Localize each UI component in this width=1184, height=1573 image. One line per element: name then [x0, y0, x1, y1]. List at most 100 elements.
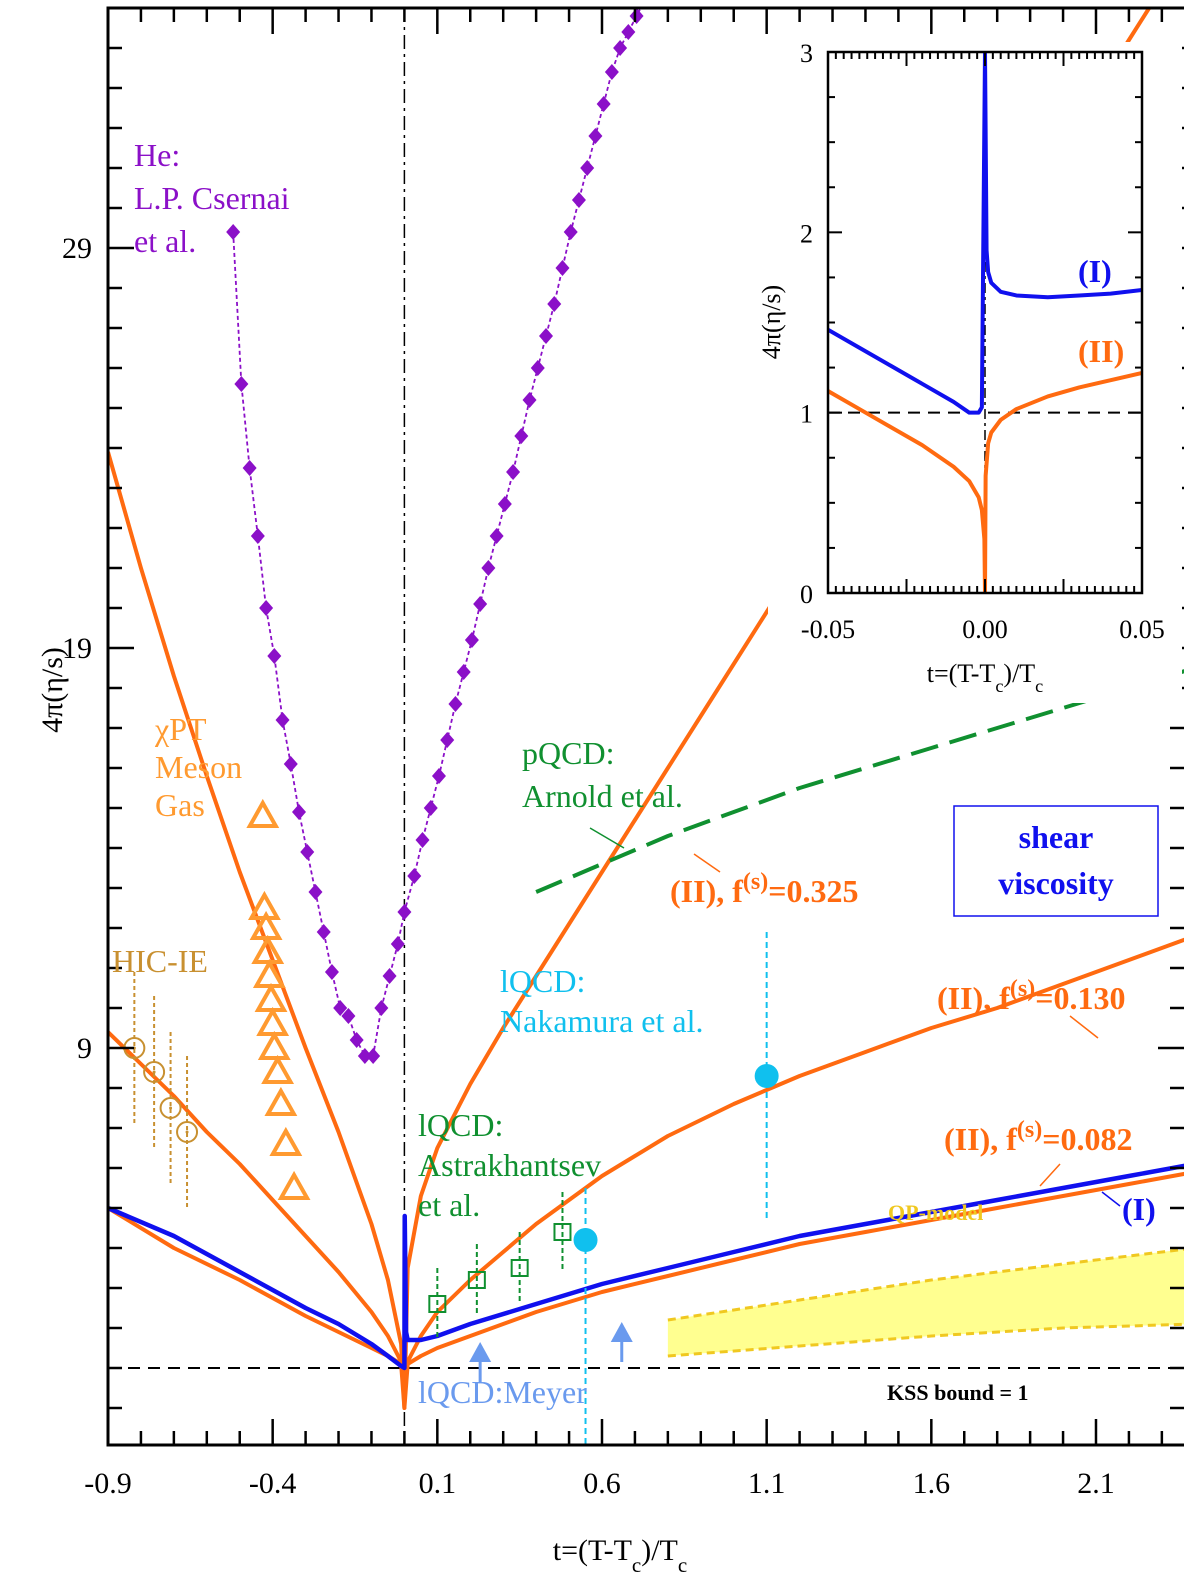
he-diamond-marker: [522, 392, 537, 408]
box-label-1: viscosity: [998, 865, 1114, 901]
he-diamond-marker: [464, 632, 479, 648]
he-diamond-marker: [530, 360, 545, 376]
astra-square-marker: [467, 1271, 486, 1289]
pqcd-label-0: pQCD:: [522, 735, 614, 771]
astra-label-1: Astrakhantsev: [418, 1147, 601, 1183]
he-diamond-marker: [629, 8, 644, 24]
meson-triangle-marker: [254, 982, 288, 1012]
y-axis-label: 4π(η/s): [36, 647, 69, 733]
he-diamond-marker: [234, 376, 249, 392]
pqcd-pointer: [589, 827, 625, 849]
meson-label-0: χPT: [154, 711, 207, 747]
f0130-label: (II), f(s)=0.130: [937, 976, 1125, 1016]
he-diamond-marker: [283, 756, 298, 772]
meyer-arrow-head: [469, 1342, 492, 1362]
he-diamond-marker: [481, 560, 496, 576]
box-label-0: shear: [1019, 819, 1094, 855]
nakamura-circle-marker: [754, 1064, 779, 1088]
y-tick-label: 29: [62, 232, 92, 265]
he-diamond-marker: [407, 868, 422, 884]
hic-circle-dot: [152, 1070, 156, 1074]
meson-label-1: Meson: [155, 749, 242, 785]
he-diamond-marker: [242, 460, 257, 476]
he-diamond-marker: [596, 96, 611, 112]
main-plot: -0.9 -0.4 0.1 0.6 1.1 1.6 2.1 9 19 29 t=(T-Tc)/Tc 4…: [36, 6, 1184, 1573]
inset-y-axis-label: 4π(η/s): [757, 285, 786, 359]
curve-I-label: (I): [1122, 1191, 1156, 1227]
f0325-pointer: [693, 853, 721, 873]
x-axis-label: t=(T-Tc)/Tc: [553, 1534, 687, 1573]
inset-y-tick-label: 0: [800, 580, 813, 609]
inset-curve-II: [828, 371, 1142, 593]
he-diamond-marker: [300, 844, 315, 860]
he-diamond-marker: [366, 1048, 381, 1064]
he-diamond-marker: [357, 1048, 372, 1064]
inset-background: [768, 42, 1182, 703]
meson-triangle-marker: [257, 1030, 291, 1060]
meyer-label: lQCD:Meyer: [418, 1374, 587, 1410]
he-diamond-marker: [267, 648, 282, 664]
he-diamond-marker: [374, 1000, 389, 1016]
astra-square-marker: [553, 1223, 572, 1241]
he-diamond-marker: [448, 696, 463, 712]
he-diamond-marker: [580, 160, 595, 176]
he-diamond-marker: [423, 800, 438, 816]
he-diamond-marker: [563, 224, 578, 240]
shear-viscosity-box: [953, 805, 1159, 917]
inset-x-tick-label: 0.00: [962, 615, 1008, 644]
f0082-pointer: [1039, 1163, 1061, 1187]
he-diamond-marker: [571, 192, 586, 208]
inset-y-tick-label: 1: [800, 400, 813, 429]
qp-model-band: [667, 1249, 1184, 1356]
he-diamond-marker: [489, 528, 504, 544]
he-diamond-marker: [621, 24, 636, 40]
he-diamond-marker: [456, 664, 471, 680]
meson-triangle-marker: [269, 1126, 303, 1156]
x-tick-label: 1.6: [913, 1467, 951, 1500]
inset-plot: -0.05 0.00 0.05 0 1 2 3 t=(T-Tc)/Tc 4π(η/s) (I) (I…: [757, 39, 1182, 703]
he-diamond-marker: [473, 596, 488, 612]
inset-y-tick-label: 2: [800, 219, 813, 248]
he-diamond-marker: [397, 904, 412, 920]
he-diamond-marker: [506, 464, 521, 480]
inset-x-tick-label: -0.05: [801, 615, 855, 644]
main-plot-area: [108, 8, 1184, 1445]
inset-x-axis-label: t=(T-Tc)/Tc: [927, 659, 1044, 696]
he-diamond-marker: [604, 64, 619, 80]
he-diamond-marker: [259, 600, 274, 616]
inset-label-II: (II): [1078, 333, 1124, 369]
curve-f0130: [108, 937, 1184, 1370]
curve-I-pointer: [1101, 1191, 1121, 1207]
he-diamond-marker: [497, 496, 512, 512]
x-tick-label: 0.6: [583, 1467, 621, 1500]
inset-curve-I: [828, 52, 1142, 415]
he-diamond-marker: [547, 296, 562, 312]
he-diamond-marker: [440, 732, 455, 748]
he-label-0: He:: [134, 137, 180, 173]
he-diamond-marker: [555, 260, 570, 276]
astra-label-2: et al.: [418, 1187, 480, 1223]
nakamura-circle-marker: [573, 1228, 598, 1252]
main-frame: [106, 6, 1184, 1447]
nakamura-label-0: lQCD:: [500, 963, 585, 999]
hic-circle-marker: [143, 1061, 166, 1083]
he-diamond-marker: [324, 964, 339, 980]
meyer-arrow-head: [610, 1322, 633, 1342]
he-label-1: L.P. Csernai: [134, 180, 290, 216]
meson-triangle-marker: [256, 1006, 290, 1036]
he-diamond-marker: [415, 832, 430, 848]
x-tick-label: 0.1: [419, 1467, 457, 1500]
he-diamond-marker: [308, 884, 323, 900]
qp-model-label: QP-model: [888, 1200, 983, 1225]
curve-he: [232, 8, 642, 1057]
inset-x-tick-label: 0.05: [1119, 615, 1165, 644]
inset-label-I: (I): [1078, 253, 1112, 289]
nakamura-label-1: Nakamura et al.: [500, 1003, 703, 1039]
curve-f0082: [108, 1171, 1184, 1410]
inset-y-tick-label: 3: [800, 39, 813, 68]
he-diamond-marker: [431, 768, 446, 784]
y-tick-label: 9: [77, 1032, 92, 1065]
pqcd-label-1: Arnold et al.: [522, 778, 683, 814]
y-tick-label: 19: [62, 632, 92, 665]
